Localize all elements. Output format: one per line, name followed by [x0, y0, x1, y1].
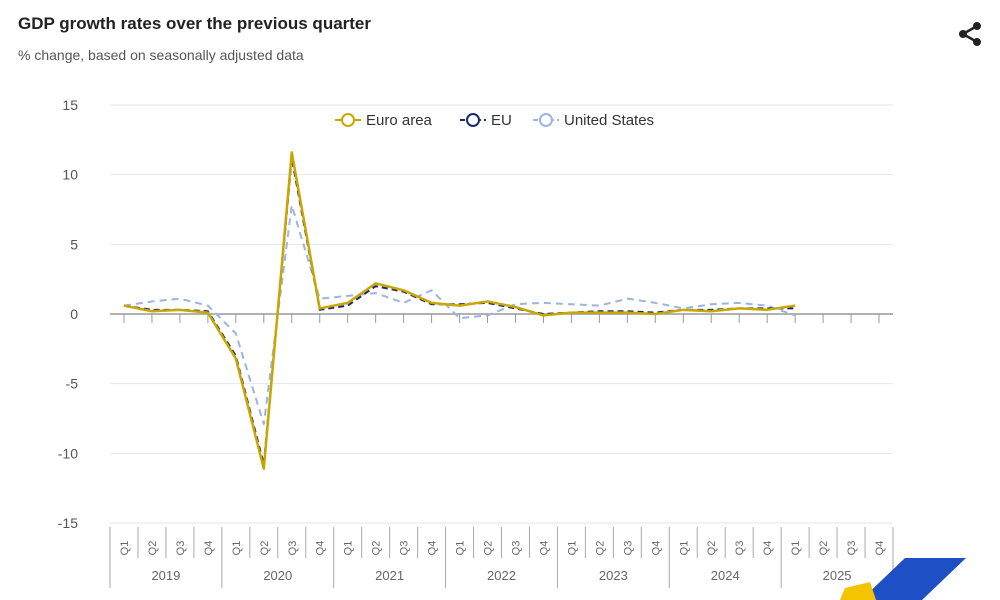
- x-quarter-label: Q1: [231, 541, 243, 556]
- x-quarter-label: Q2: [818, 541, 830, 556]
- x-quarter-label: Q2: [259, 541, 271, 556]
- x-year-label: 2020: [263, 568, 292, 583]
- x-quarter-label: Q3: [846, 541, 858, 556]
- y-tick-label: -15: [58, 515, 78, 531]
- x-quarter-label: Q2: [594, 541, 606, 556]
- x-quarter-label: Q2: [483, 541, 495, 556]
- series-line-euro-area: [123, 151, 796, 470]
- x-quarter-label: Q2: [706, 541, 718, 556]
- x-quarter-label: Q4: [427, 541, 439, 556]
- y-tick-label: -10: [58, 445, 78, 461]
- x-year-label: 2023: [599, 568, 628, 583]
- y-tick-label: 5: [70, 236, 78, 252]
- x-quarter-label: Q4: [650, 541, 662, 556]
- legend-label: United States: [564, 112, 654, 129]
- x-quarter-label: Q3: [734, 541, 746, 556]
- x-quarter-label: Q2: [371, 541, 383, 556]
- chart-subtitle: % change, based on seasonally adjusted d…: [18, 47, 304, 63]
- x-year-label: 2024: [711, 568, 740, 583]
- chart-title: GDP growth rates over the previous quart…: [18, 14, 371, 33]
- x-quarter-label: Q3: [287, 541, 299, 556]
- legend-marker: [466, 113, 480, 127]
- legend-marker: [539, 113, 553, 127]
- y-tick-label: 10: [62, 167, 78, 183]
- x-quarter-label: Q1: [790, 541, 802, 556]
- series-line-united-states: [123, 204, 796, 426]
- y-tick-label: -5: [66, 376, 79, 392]
- x-quarter-label: Q3: [510, 541, 522, 556]
- x-quarter-label: Q1: [119, 541, 131, 556]
- x-quarter-label: Q4: [538, 541, 550, 556]
- x-quarter-label: Q4: [762, 541, 774, 556]
- x-year-label: 2021: [375, 568, 404, 583]
- x-quarter-label: Q4: [203, 541, 215, 556]
- y-tick-label: 0: [70, 306, 78, 322]
- x-quarter-label: Q3: [622, 541, 634, 556]
- x-year-label: 2025: [823, 568, 852, 583]
- x-quarter-label: Q4: [315, 541, 327, 556]
- x-quarter-label: Q3: [399, 541, 411, 556]
- x-quarter-label: Q1: [343, 541, 355, 556]
- x-year-label: 2022: [487, 568, 516, 583]
- x-quarter-label: Q4: [874, 541, 886, 556]
- x-quarter-label: Q1: [678, 541, 690, 556]
- legend-label: Euro area: [366, 112, 433, 129]
- legend-label: EU: [491, 112, 512, 129]
- x-quarter-label: Q1: [566, 541, 578, 556]
- x-quarter-label: Q3: [175, 541, 187, 556]
- y-tick-label: 15: [62, 97, 78, 113]
- share-icon[interactable]: [956, 20, 984, 48]
- x-year-label: 2019: [151, 568, 180, 583]
- x-quarter-label: Q1: [455, 541, 467, 556]
- legend-marker: [341, 113, 355, 127]
- x-quarter-label: Q2: [147, 541, 159, 556]
